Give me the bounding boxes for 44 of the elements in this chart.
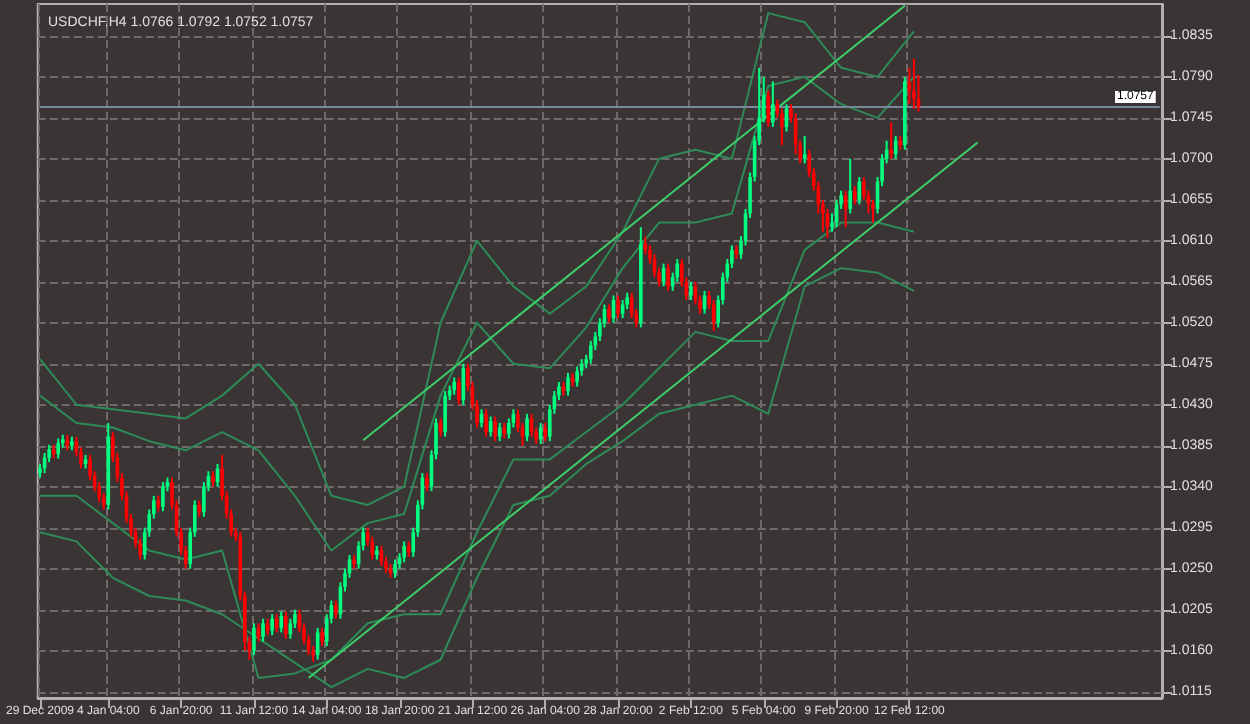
candlestick	[543, 421, 548, 443]
candlestick	[893, 135, 898, 160]
line-series	[39, 75, 915, 552]
candlestick	[456, 376, 461, 406]
candlestick	[493, 415, 497, 443]
candlestick	[320, 626, 325, 648]
candlestick	[393, 558, 397, 579]
candlestick	[270, 613, 274, 637]
candlestick	[912, 57, 916, 110]
candlestick	[252, 622, 256, 657]
candlestick	[848, 157, 853, 215]
candlestick	[443, 390, 447, 438]
candlestick	[370, 535, 375, 561]
candlestick	[766, 89, 771, 128]
candlestick	[525, 412, 529, 443]
candlestick	[484, 408, 488, 438]
candlestick	[284, 610, 288, 640]
candlestick	[274, 613, 279, 634]
candlestick	[507, 417, 511, 440]
candlestick	[871, 198, 875, 224]
candlestick	[261, 617, 265, 643]
candlestick	[279, 610, 284, 634]
candlestick	[675, 258, 680, 283]
candlestick	[780, 107, 784, 147]
candlestick	[907, 66, 912, 106]
candlestick	[666, 262, 670, 292]
candlestick	[402, 540, 406, 564]
candlestick	[689, 280, 693, 301]
line-series	[39, 12, 915, 506]
candlestick	[771, 80, 775, 128]
candlestick	[629, 291, 634, 320]
candlestick	[616, 294, 620, 320]
candlestick	[566, 371, 570, 397]
candlestick	[425, 472, 429, 493]
candlestick	[852, 185, 857, 206]
candlestick	[588, 339, 593, 365]
candlestick	[497, 421, 502, 443]
candlestick	[56, 437, 61, 460]
candlestick	[161, 481, 165, 513]
candlestick	[334, 599, 338, 620]
candlestick	[802, 135, 807, 165]
candlestick	[575, 365, 579, 388]
candlestick	[889, 121, 893, 160]
candlestick	[607, 303, 611, 324]
